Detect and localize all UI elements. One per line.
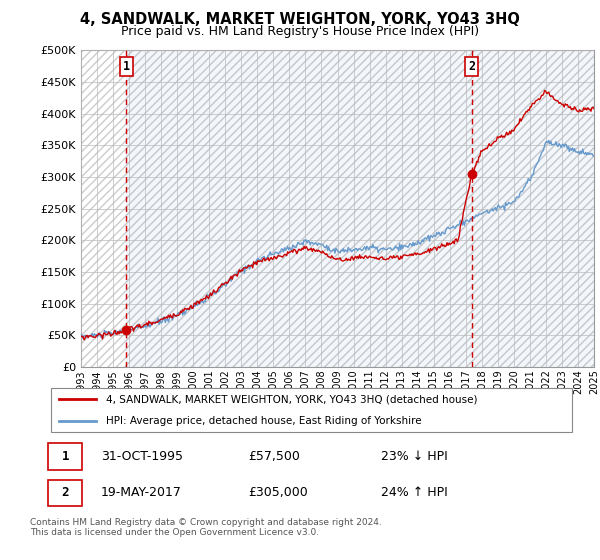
Text: 31-OCT-1995: 31-OCT-1995 xyxy=(101,450,183,463)
Text: 1: 1 xyxy=(61,450,69,463)
Text: Price paid vs. HM Land Registry's House Price Index (HPI): Price paid vs. HM Land Registry's House … xyxy=(121,25,479,38)
Text: £57,500: £57,500 xyxy=(248,450,301,463)
Text: 2: 2 xyxy=(468,60,475,73)
Text: 1: 1 xyxy=(123,60,130,73)
Text: HPI: Average price, detached house, East Riding of Yorkshire: HPI: Average price, detached house, East… xyxy=(106,416,422,426)
FancyBboxPatch shape xyxy=(48,443,82,470)
Text: 4, SANDWALK, MARKET WEIGHTON, YORK, YO43 3HQ (detached house): 4, SANDWALK, MARKET WEIGHTON, YORK, YO43… xyxy=(106,394,478,404)
Text: 24% ↑ HPI: 24% ↑ HPI xyxy=(380,486,448,500)
FancyBboxPatch shape xyxy=(48,479,82,506)
Text: 4, SANDWALK, MARKET WEIGHTON, YORK, YO43 3HQ: 4, SANDWALK, MARKET WEIGHTON, YORK, YO43… xyxy=(80,12,520,27)
FancyBboxPatch shape xyxy=(50,388,572,432)
Text: 23% ↓ HPI: 23% ↓ HPI xyxy=(380,450,448,463)
Text: 2: 2 xyxy=(61,486,69,500)
Text: 19-MAY-2017: 19-MAY-2017 xyxy=(101,486,182,500)
Text: £305,000: £305,000 xyxy=(248,486,308,500)
Text: Contains HM Land Registry data © Crown copyright and database right 2024.
This d: Contains HM Land Registry data © Crown c… xyxy=(30,518,382,538)
Bar xyxy=(127,50,594,367)
